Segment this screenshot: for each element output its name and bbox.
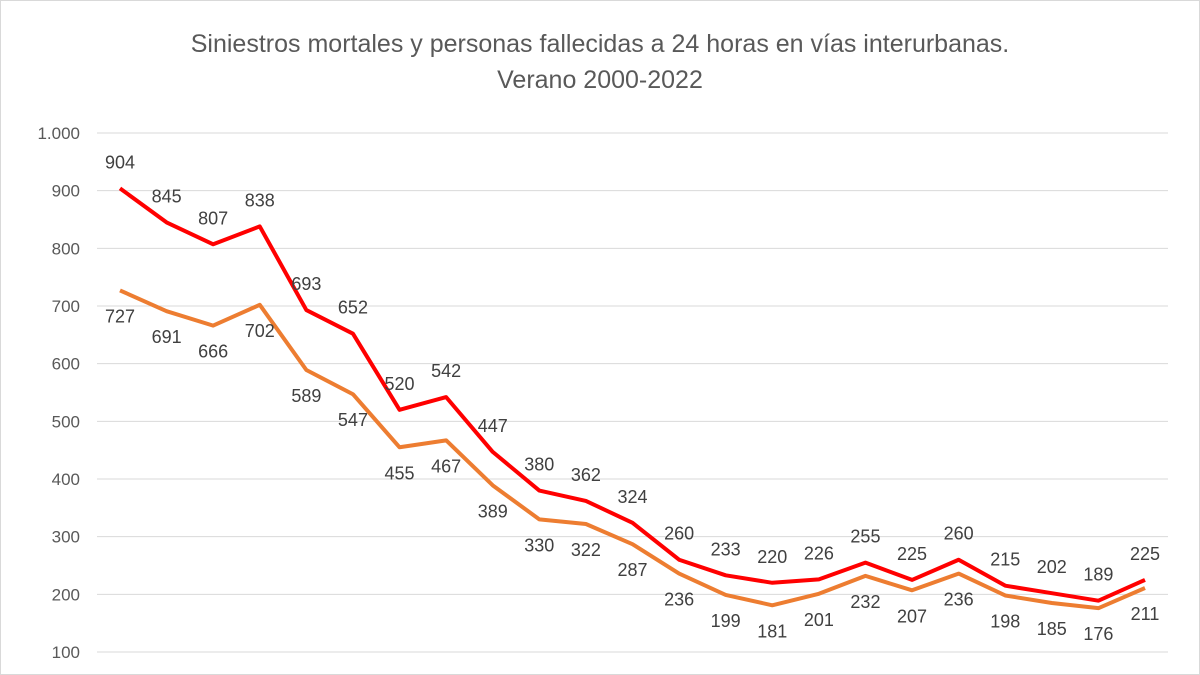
data-label: 236 bbox=[664, 590, 694, 610]
data-label: 727 bbox=[105, 306, 135, 326]
data-label: 198 bbox=[990, 611, 1020, 631]
chart-title-line1: Siniestros mortales y personas fallecida… bbox=[190, 30, 1010, 58]
data-label: 322 bbox=[571, 540, 601, 560]
y-tick-label: 900 bbox=[52, 182, 80, 201]
data-label: 547 bbox=[338, 410, 368, 430]
data-label: 202 bbox=[1037, 557, 1067, 577]
data-label: 589 bbox=[291, 386, 321, 406]
data-label: 189 bbox=[1083, 565, 1113, 585]
series-line-0 bbox=[118, 186, 1146, 603]
chart-title-line2: Verano 2000-2022 bbox=[497, 66, 703, 94]
data-label: 693 bbox=[291, 274, 321, 294]
y-tick-label: 100 bbox=[52, 643, 80, 662]
y-tick-label: 700 bbox=[52, 297, 80, 316]
y-tick-label: 800 bbox=[52, 239, 80, 258]
data-label: 207 bbox=[897, 606, 927, 626]
data-label: 455 bbox=[385, 463, 415, 483]
data-label: 447 bbox=[478, 416, 508, 436]
data-label: 201 bbox=[804, 610, 834, 630]
data-label: 215 bbox=[990, 550, 1020, 570]
y-tick-label: 200 bbox=[52, 585, 80, 604]
data-label: 181 bbox=[757, 621, 787, 641]
data-label: 838 bbox=[245, 190, 275, 210]
data-label: 185 bbox=[1037, 619, 1067, 639]
data-label: 467 bbox=[431, 456, 461, 476]
y-tick-label: 500 bbox=[52, 412, 80, 431]
data-label: 287 bbox=[617, 560, 647, 580]
data-label: 220 bbox=[757, 547, 787, 567]
data-label: 807 bbox=[198, 208, 228, 228]
data-label: 702 bbox=[245, 321, 275, 341]
data-label: 362 bbox=[571, 465, 601, 485]
data-label: 199 bbox=[711, 611, 741, 631]
series-line-1 bbox=[119, 288, 1146, 611]
data-label: 176 bbox=[1083, 624, 1113, 644]
y-tick-label: 600 bbox=[52, 355, 80, 374]
data-label: 389 bbox=[478, 501, 508, 521]
data-label: 260 bbox=[944, 524, 974, 544]
data-label: 542 bbox=[431, 361, 461, 381]
data-label: 233 bbox=[711, 539, 741, 559]
data-label: 226 bbox=[804, 543, 834, 563]
data-label: 232 bbox=[850, 592, 880, 612]
data-label: 324 bbox=[617, 487, 647, 507]
data-label: 520 bbox=[385, 374, 415, 394]
y-tick-label: 400 bbox=[52, 470, 80, 489]
data-label: 904 bbox=[105, 152, 135, 172]
data-label: 666 bbox=[198, 342, 228, 362]
data-label: 380 bbox=[524, 455, 554, 475]
data-label: 211 bbox=[1131, 604, 1160, 624]
y-tick-label: 300 bbox=[52, 528, 80, 547]
data-label: 225 bbox=[1130, 544, 1160, 564]
data-label: 260 bbox=[664, 524, 694, 544]
data-label: 225 bbox=[897, 544, 927, 564]
y-tick-label: 1.000 bbox=[37, 124, 80, 143]
data-label: 330 bbox=[524, 535, 554, 555]
data-label: 236 bbox=[944, 590, 974, 610]
data-label: 652 bbox=[338, 298, 368, 318]
data-label: 845 bbox=[152, 186, 182, 206]
data-label: 691 bbox=[152, 327, 182, 347]
data-label: 255 bbox=[850, 527, 880, 547]
